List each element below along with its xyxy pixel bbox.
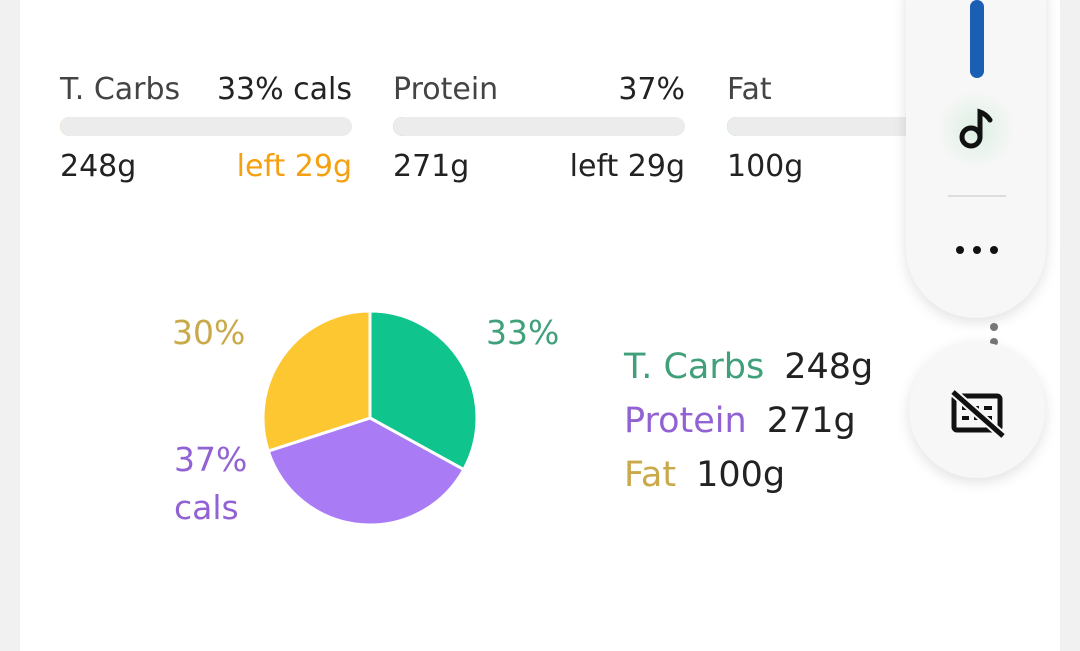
macro-amount: 271g (393, 149, 470, 184)
legend-entry: Fat 100g (624, 453, 785, 497)
macro-name: T. Carbs (60, 72, 181, 107)
legend-amount: 100g (696, 455, 786, 495)
macro-amount: 248g (60, 149, 137, 184)
macro-name: Protein (393, 72, 499, 107)
macro-left: left 29g (569, 149, 685, 184)
music-button[interactable] (936, 90, 1016, 170)
legend-amount: 248g (784, 347, 874, 387)
pie-slice (266, 416, 466, 527)
caption-button[interactable] (909, 342, 1045, 478)
slice-label: 30% (172, 313, 246, 352)
slice-label: 33% (486, 313, 560, 352)
volume-bar[interactable] (970, 0, 984, 78)
progress-track (393, 117, 685, 136)
separator (948, 195, 1006, 197)
progress-track (60, 117, 352, 136)
nutrition-card (20, 0, 1060, 651)
macro-amount: 100g (727, 149, 804, 184)
caption-off-icon (950, 388, 1006, 440)
more-button[interactable] (906, 230, 1046, 270)
slice-label: 37% cals (174, 440, 248, 527)
legend-name: Fat (624, 455, 677, 495)
legend-amount: 271g (766, 401, 856, 441)
macro-left: left 29g (236, 149, 352, 184)
side-toolbar (906, 0, 1046, 318)
pie-slice (261, 309, 372, 453)
macro-name: Fat (727, 72, 772, 107)
pie-slice (368, 309, 479, 472)
legend-name: Protein (624, 401, 747, 441)
legend-entry: T. Carbs 248g (624, 345, 873, 389)
legend-entry: Protein 271g (624, 399, 856, 443)
macro-percent: 37% (618, 72, 685, 107)
music-icon (959, 108, 993, 149)
legend-name: T. Carbs (624, 347, 765, 387)
macro-percent: 33% cals (216, 72, 352, 107)
